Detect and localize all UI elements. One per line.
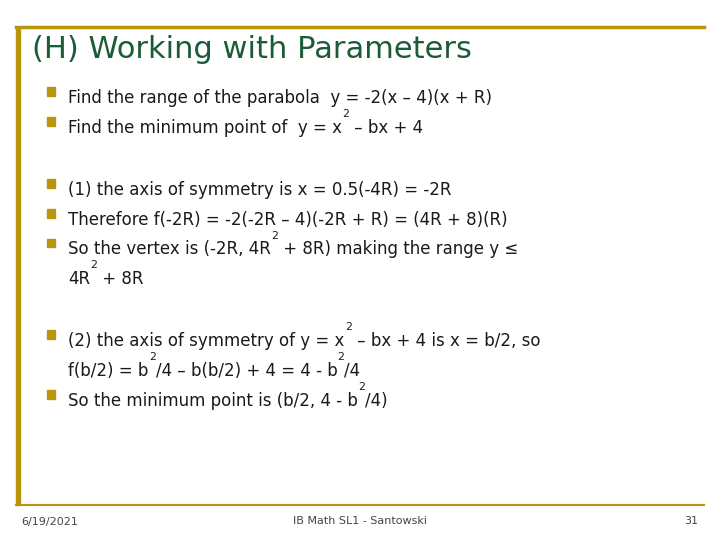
Text: Therefore f(-2R) = -2(-2R – 4)(-2R + R) = (4R + 8)(R): Therefore f(-2R) = -2(-2R – 4)(-2R + R) … [68, 211, 508, 228]
Text: Find the minimum point of  y = x: Find the minimum point of y = x [68, 119, 343, 137]
Text: + 8R: + 8R [97, 270, 144, 288]
Bar [16, 27, 20, 505]
Text: Find the range of the parabola  y = -2(x – 4)(x + R): Find the range of the parabola y = -2(x … [68, 89, 492, 107]
Text: f(b/2) = b: f(b/2) = b [68, 362, 149, 380]
Bar [47, 209, 55, 218]
Text: So the minimum point is (b/2, 4 - b: So the minimum point is (b/2, 4 - b [68, 392, 359, 409]
Text: /4: /4 [344, 362, 361, 380]
Bar [47, 179, 55, 188]
Bar [47, 117, 55, 126]
Text: 2: 2 [345, 322, 351, 333]
Bar [47, 390, 55, 399]
Bar [47, 239, 55, 247]
Bar [47, 330, 55, 339]
Text: 31: 31 [685, 516, 698, 526]
Text: (H) Working with Parameters: (H) Working with Parameters [32, 35, 472, 64]
Text: + 8R) making the range y ≤: + 8R) making the range y ≤ [278, 240, 518, 258]
Text: 4R: 4R [68, 270, 91, 288]
Text: /4 – b(b/2) + 4 = 4 - b: /4 – b(b/2) + 4 = 4 - b [156, 362, 338, 380]
Text: 2: 2 [359, 382, 365, 392]
Text: /4): /4) [365, 392, 388, 409]
Bar [47, 87, 55, 96]
Text: 2: 2 [271, 231, 278, 241]
Text: – bx + 4: – bx + 4 [349, 119, 423, 137]
Text: 2: 2 [343, 109, 349, 119]
Text: 2: 2 [149, 352, 156, 362]
Text: 2: 2 [338, 352, 344, 362]
Text: (1) the axis of symmetry is x = 0.5(-4R) = -2R: (1) the axis of symmetry is x = 0.5(-4R)… [68, 181, 452, 199]
Text: – bx + 4 is x = b/2, so: – bx + 4 is x = b/2, so [351, 332, 540, 350]
Text: (2) the axis of symmetry of y = x: (2) the axis of symmetry of y = x [68, 332, 345, 350]
Text: 2: 2 [91, 260, 97, 271]
Text: 6/19/2021: 6/19/2021 [22, 516, 78, 526]
Text: IB Math SL1 - Santowski: IB Math SL1 - Santowski [293, 516, 427, 526]
Text: So the vertex is (-2R, 4R: So the vertex is (-2R, 4R [68, 240, 271, 258]
